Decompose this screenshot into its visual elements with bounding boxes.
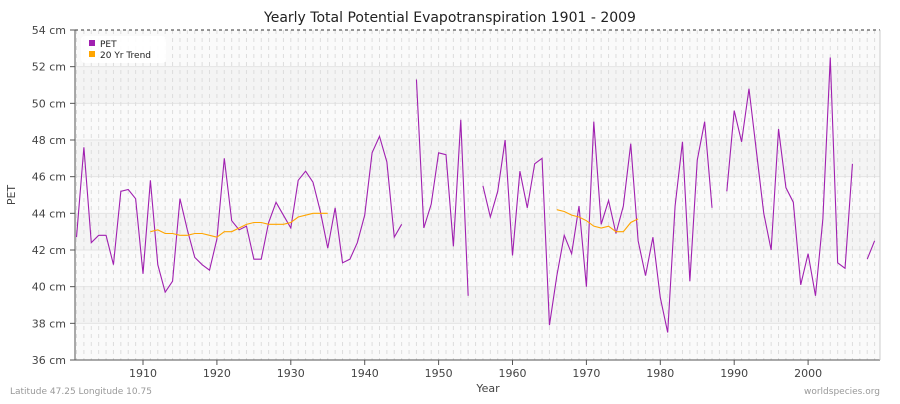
grid-band — [75, 30, 880, 67]
x-tick-label: 1940 — [351, 367, 379, 380]
x-tick-label: 1910 — [129, 367, 157, 380]
pet-line — [415, 79, 469, 296]
trend-line — [150, 212, 328, 238]
y-axis-label: PET — [5, 185, 18, 206]
x-tick-label: 1980 — [646, 367, 674, 380]
y-tick-label: 50 cm — [32, 97, 66, 110]
x-tick-label: 1950 — [425, 367, 453, 380]
grid-band — [75, 286, 880, 324]
legend-swatch-trend — [89, 51, 95, 57]
grid-band — [75, 213, 880, 250]
y-tick-label: 42 cm — [32, 244, 66, 257]
pet-line — [75, 134, 403, 294]
legend-swatch-pet — [89, 40, 95, 46]
y-tick-label: 38 cm — [32, 317, 66, 330]
grid-band — [75, 250, 880, 287]
grid-band — [75, 66, 880, 104]
y-tick-label: 36 cm — [32, 354, 66, 367]
legend: PET 20 Yr Trend — [81, 36, 166, 63]
pet-line — [726, 57, 853, 296]
x-tick-label: 1970 — [572, 367, 600, 380]
pet-line — [482, 121, 713, 333]
x-axis-label: Year — [475, 382, 500, 395]
chart-title: Yearly Total Potential Evapotranspiratio… — [263, 10, 636, 26]
footer-source: worldspecies.org — [804, 387, 880, 397]
y-tick-label: 48 cm — [32, 134, 66, 147]
legend-label-pet: PET — [100, 40, 117, 50]
y-tick-label: 40 cm — [32, 281, 66, 294]
grid-band — [75, 103, 880, 140]
grid-band — [75, 176, 880, 214]
y-tick-label: 46 cm — [32, 171, 66, 184]
x-tick-label: 1930 — [277, 367, 305, 380]
y-tick-label: 44 cm — [32, 207, 66, 220]
x-tick-label: 1990 — [720, 367, 748, 380]
x-tick-label: 1960 — [499, 367, 527, 380]
trend-line — [556, 209, 639, 233]
x-tick-label: 1920 — [203, 367, 231, 380]
y-tick-label: 52 cm — [32, 61, 66, 74]
y-tick-label: 54 cm — [32, 24, 66, 37]
x-tick-label: 2000 — [794, 367, 822, 380]
legend-label-trend: 20 Yr Trend — [100, 51, 151, 61]
pet-line — [866, 240, 876, 260]
grid-band — [75, 323, 880, 360]
footer-location: Latitude 47.25 Longitude 10.75 — [10, 387, 152, 397]
